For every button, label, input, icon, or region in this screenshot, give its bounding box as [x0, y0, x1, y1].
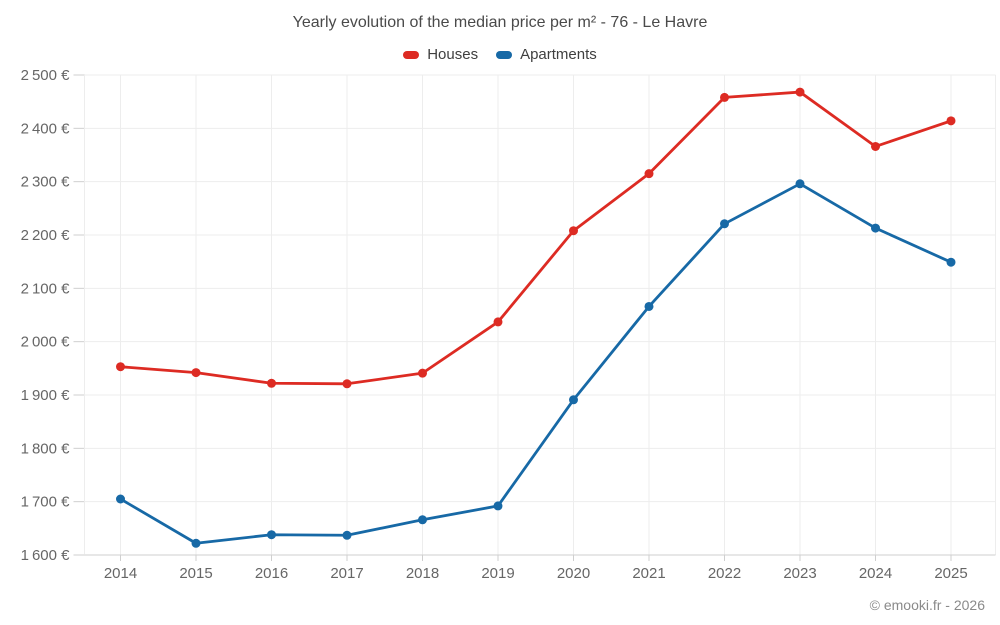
legend-label-apartments: Apartments: [520, 46, 597, 63]
y-axis-label: 2 100 €: [21, 280, 71, 297]
y-axis-label: 2 400 €: [21, 120, 71, 137]
y-axis-label: 1 900 €: [21, 387, 71, 404]
data-point-houses-2017[interactable]: [342, 379, 352, 389]
apartments-legend-swatch-icon: [496, 50, 513, 59]
legend-item-apartments[interactable]: Apartments: [496, 46, 597, 63]
data-point-houses-2024[interactable]: [871, 141, 880, 151]
data-point-houses-2022[interactable]: [720, 92, 729, 102]
data-point-apartments-2024[interactable]: [871, 223, 880, 233]
data-point-houses-2023[interactable]: [795, 87, 805, 97]
data-point-apartments-2025[interactable]: [946, 257, 956, 267]
data-point-houses-2016[interactable]: [267, 378, 276, 388]
y-axis-label: 2 500 €: [21, 67, 71, 84]
data-point-apartments-2016[interactable]: [267, 530, 276, 540]
data-point-apartments-2018[interactable]: [418, 515, 427, 525]
data-point-houses-2018[interactable]: [418, 368, 427, 378]
x-axis-label: 2016: [255, 565, 288, 582]
data-point-houses-2021[interactable]: [644, 169, 654, 179]
data-point-houses-2014[interactable]: [116, 362, 125, 372]
x-axis-label: 2018: [406, 565, 439, 582]
data-point-houses-2025[interactable]: [946, 116, 956, 126]
series-line-apartments: [119, 182, 953, 545]
x-axis-label: 2020: [557, 565, 590, 582]
x-axis-label: 2015: [179, 565, 212, 582]
x-axis-label: 2022: [708, 565, 741, 582]
data-point-apartments-2015[interactable]: [191, 538, 201, 548]
x-axis-label: 2014: [104, 565, 137, 582]
data-point-apartments-2021[interactable]: [644, 301, 654, 311]
y-axis-label: 2 200 €: [21, 227, 71, 244]
y-axis-label: 1 800 €: [21, 440, 71, 457]
data-point-apartments-2014[interactable]: [116, 494, 125, 504]
y-axis-label: 1 700 €: [21, 494, 71, 511]
chart-title: Yearly evolution of the median price per…: [292, 14, 708, 31]
legend-item-houses[interactable]: Houses: [403, 46, 478, 63]
y-axis-label: 1 600 €: [21, 547, 71, 564]
data-point-apartments-2017[interactable]: [342, 530, 352, 540]
data-point-apartments-2023[interactable]: [795, 179, 805, 189]
x-axis-label: 2024: [859, 565, 892, 582]
data-point-houses-2015[interactable]: [191, 368, 201, 378]
x-axis-label: 2019: [481, 565, 514, 582]
footer-credit: © emooki.fr - 2026: [869, 597, 985, 613]
series-line-houses: [119, 90, 953, 386]
data-point-houses-2020[interactable]: [569, 226, 578, 236]
x-axis-label: 2021: [632, 565, 665, 582]
y-axis-label: 2 000 €: [21, 334, 71, 351]
y-axis-label: 2 300 €: [21, 174, 71, 191]
data-point-apartments-2020[interactable]: [569, 395, 578, 405]
x-axis-label: 2023: [783, 565, 816, 582]
houses-legend-swatch-icon: [403, 50, 420, 59]
data-point-apartments-2022[interactable]: [720, 219, 729, 229]
chart-legend: Houses Apartments: [0, 46, 1000, 63]
x-axis-label: 2025: [934, 565, 967, 582]
x-axis-label: 2017: [330, 565, 363, 582]
legend-label-houses: Houses: [427, 46, 479, 63]
data-point-houses-2019[interactable]: [493, 317, 503, 327]
data-point-apartments-2019[interactable]: [493, 501, 503, 511]
